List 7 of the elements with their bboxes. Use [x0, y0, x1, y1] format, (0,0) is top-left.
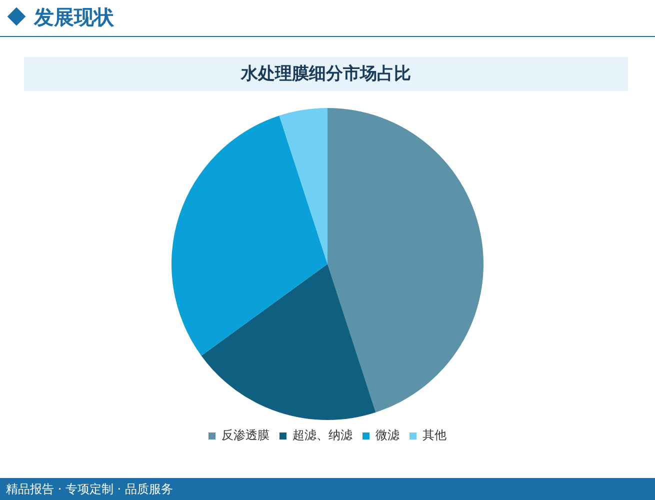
text: 精品报告 · 专项定制 · 品质服务 [0, 478, 655, 500]
text: 发展现状 [34, 4, 114, 31]
legend-label: 反渗透膜 [222, 428, 270, 442]
legend-label: 其他 [422, 428, 446, 442]
legend-label: 微滤 [376, 428, 400, 442]
legend-label: 超滤、纳滤 [292, 428, 352, 442]
chart-title: 水处理膜细分市场占比 [24, 57, 628, 91]
